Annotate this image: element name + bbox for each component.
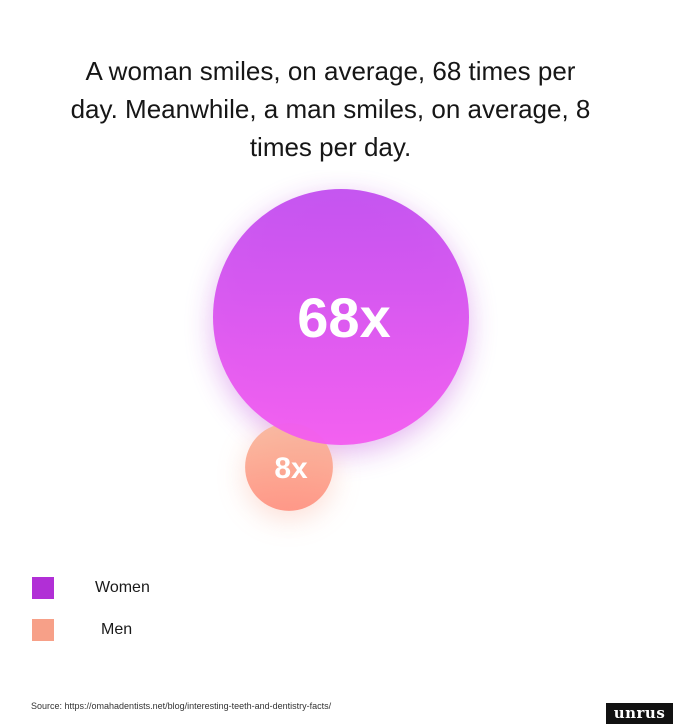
bubble-chart: 68x 8x	[213, 189, 469, 519]
legend-swatch-men	[32, 619, 54, 641]
brand-logo: unrus	[606, 703, 673, 724]
bubble-men	[245, 423, 333, 511]
legend-label-women: Women	[95, 579, 150, 596]
bubble-women	[213, 189, 469, 445]
legend-item-men: Men	[32, 619, 332, 643]
chart-title: A woman smiles, on average, 68 times per…	[70, 56, 591, 162]
bubble-label-men: 8x	[274, 452, 308, 485]
legend-item-women: Women	[32, 577, 332, 601]
bubble-label-women: 68x	[297, 286, 390, 349]
source-note: Source: https://omahadentists.net/blog/i…	[31, 701, 332, 711]
legend-label-men: Men	[101, 621, 133, 638]
legend-swatch-women	[32, 577, 54, 599]
